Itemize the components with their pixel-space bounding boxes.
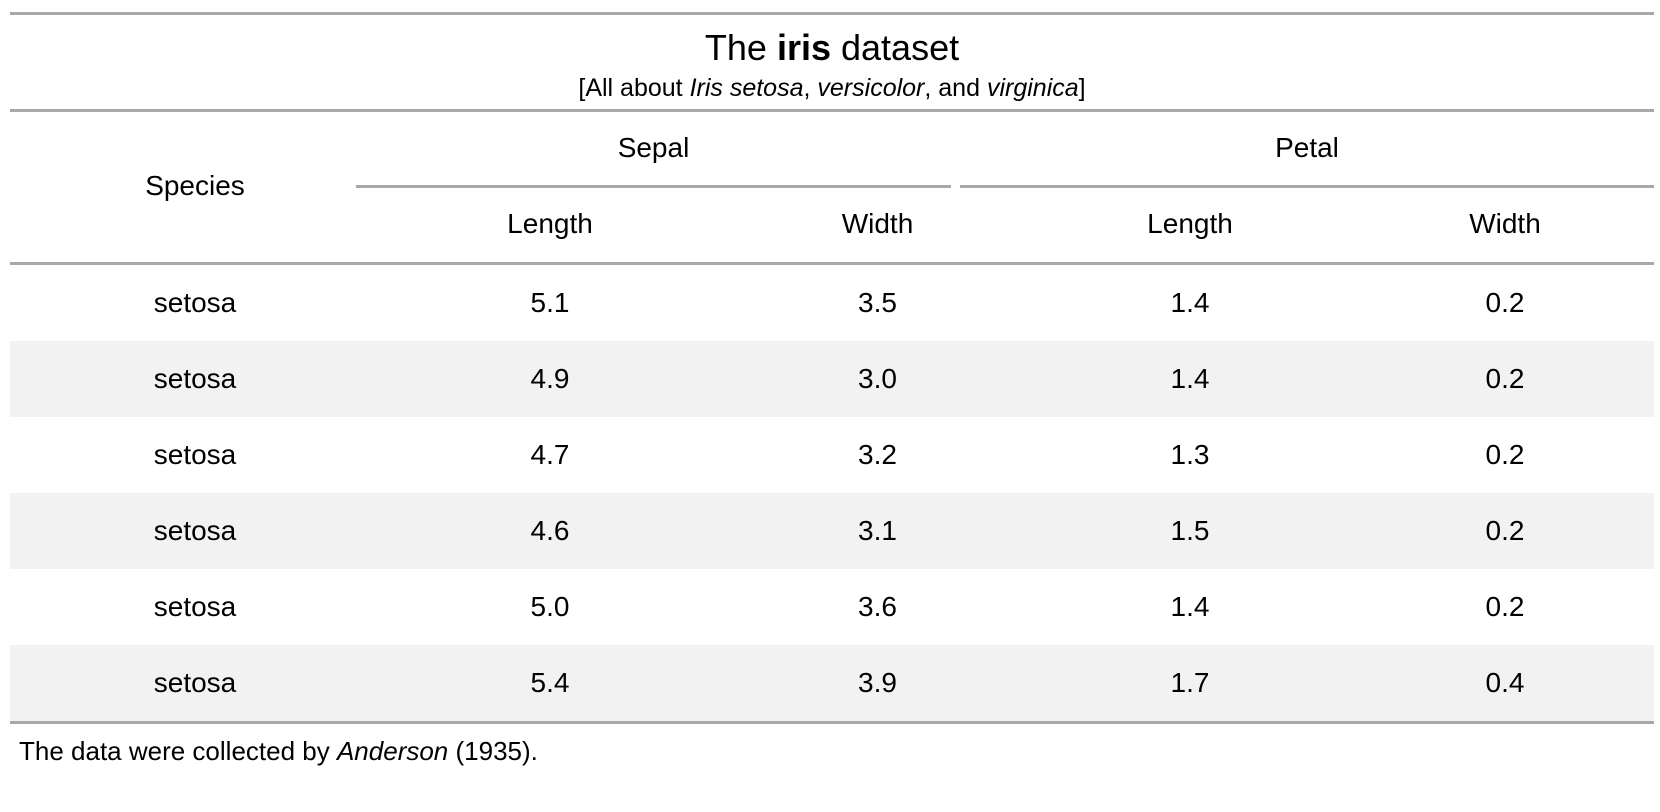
cell-petal-length: 1.4 — [1170, 287, 1210, 318]
cell-species: setosa — [153, 591, 237, 622]
cell-sepal-width: 3.2 — [858, 439, 897, 470]
cell-sepal-width: 3.1 — [858, 515, 897, 546]
table-row: setosa 4.6 3.1 1.5 0.2 — [10, 493, 1654, 569]
cell-petal-length: 1.3 — [1170, 439, 1210, 470]
cell-sepal-width: 3.9 — [858, 667, 897, 698]
subtitle-italic-1: Iris setosa — [689, 74, 804, 102]
table-row: setosa 4.9 3.0 1.4 0.2 — [10, 341, 1654, 417]
footnote-pre: The data were collected by — [19, 736, 337, 766]
cell-petal-length: 1.7 — [1170, 667, 1210, 698]
cell-sepal-length: 5.0 — [530, 591, 570, 622]
table-row: setosa 5.4 3.9 1.7 0.4 — [10, 645, 1654, 721]
iris-table: The iris dataset [All about Iris setosa,… — [10, 12, 1654, 766]
spanner-rule-sepal — [356, 185, 951, 188]
table-heading: The iris dataset [All about Iris setosa,… — [10, 12, 1654, 109]
table-footnote: The data were collected by Anderson (193… — [10, 724, 1654, 766]
table-subtitle: [All about Iris setosa, versicolor, and … — [10, 73, 1654, 103]
title-bold: iris — [776, 27, 831, 68]
header-rule — [10, 262, 1654, 265]
cell-species: setosa — [153, 667, 237, 698]
cell-petal-width: 0.2 — [1485, 287, 1525, 318]
column-header: Species Sepal Petal Length Width Length … — [10, 112, 1654, 262]
subtitle-close: ] — [1078, 74, 1086, 102]
title-pre: The — [704, 27, 777, 68]
footnote-post: (1935). — [448, 736, 538, 766]
cell-sepal-length: 4.6 — [530, 515, 570, 546]
table-row: setosa 5.1 3.5 1.4 0.2 — [10, 265, 1654, 341]
cell-species: setosa — [153, 363, 237, 394]
cell-sepal-length: 5.1 — [530, 287, 570, 318]
cell-species: setosa — [153, 287, 237, 318]
body-bottom-rule — [10, 721, 1654, 724]
cell-petal-width: 0.4 — [1485, 667, 1525, 698]
col-header-sepal-length: Length — [507, 208, 593, 239]
cell-petal-width: 0.2 — [1485, 363, 1525, 394]
title-post: dataset — [831, 27, 960, 68]
spanner-petal: Petal — [1275, 132, 1339, 163]
cell-sepal-width: 3.0 — [858, 363, 897, 394]
cell-sepal-length: 4.7 — [530, 439, 570, 470]
col-header-sepal-width: Width — [841, 208, 914, 239]
table-title: The iris dataset — [10, 27, 1654, 69]
subtitle-italic-2: versicolor — [817, 74, 925, 102]
cell-petal-length: 1.4 — [1170, 591, 1210, 622]
subtitle-sep-1: , — [803, 74, 818, 102]
cell-petal-width: 0.2 — [1485, 591, 1525, 622]
cell-petal-width: 0.2 — [1485, 439, 1525, 470]
subtitle-italic-3: virginica — [986, 74, 1079, 102]
cell-petal-length: 1.5 — [1170, 515, 1210, 546]
cell-sepal-length: 4.9 — [530, 363, 570, 394]
footnote-author: Anderson — [336, 736, 449, 766]
cell-species: setosa — [153, 439, 237, 470]
col-header-petal-width: Width — [1469, 208, 1541, 239]
subtitle-sep-2: , and — [924, 74, 987, 102]
cell-sepal-width: 3.5 — [858, 287, 897, 318]
table-body: setosa 5.1 3.5 1.4 0.2 setosa 4.9 3.0 1.… — [10, 265, 1654, 721]
cell-petal-width: 0.2 — [1485, 515, 1525, 546]
table-row: setosa 5.0 3.6 1.4 0.2 — [10, 569, 1654, 645]
spanner-sepal: Sepal — [617, 132, 690, 163]
heading-rule — [10, 109, 1654, 112]
cell-species: setosa — [153, 515, 237, 546]
cell-sepal-length: 5.4 — [530, 667, 570, 698]
col-header-petal-length: Length — [1147, 208, 1233, 239]
cell-petal-length: 1.4 — [1170, 363, 1210, 394]
spanner-rule-petal — [960, 185, 1654, 188]
cell-sepal-width: 3.6 — [858, 591, 897, 622]
subtitle-open: [All about — [578, 74, 690, 102]
stub-header: Species — [145, 170, 245, 201]
table-row: setosa 4.7 3.2 1.3 0.2 — [10, 417, 1654, 493]
